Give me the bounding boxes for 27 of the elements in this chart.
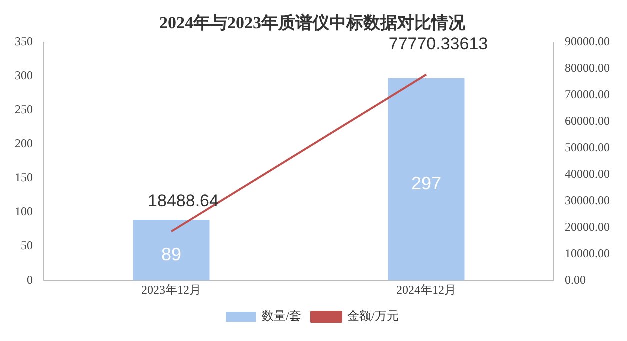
y2-tick-label: 90000.00 — [565, 34, 610, 49]
legend-label: 数量/套 — [262, 309, 302, 324]
y2-tick-label: 10000.00 — [565, 246, 610, 260]
data-label: 89 — [161, 244, 182, 264]
y2-tick-label: 0.00 — [565, 272, 586, 287]
y2-tick-label: 30000.00 — [565, 193, 610, 208]
y-tick-label: 200 — [15, 136, 33, 151]
x-tick-label: 2024年12月 — [396, 282, 456, 297]
y2-tick-label: 60000.00 — [565, 114, 610, 128]
y-tick-label: 100 — [15, 204, 33, 219]
data-label: 77770.33613 — [388, 34, 488, 54]
chart-title: 2024年与2023年质谱仪中标数据对比情况 — [160, 14, 466, 33]
x-tick-label: 2023年12月 — [142, 282, 202, 297]
y2-tick-label: 40000.00 — [565, 166, 610, 181]
y-tick-label: 350 — [15, 34, 33, 49]
legend-label: 金额/万元 — [348, 309, 399, 324]
y2-tick-label: 70000.00 — [565, 87, 610, 102]
data-label: 18488.64 — [148, 191, 219, 210]
data-label: 297 — [411, 174, 442, 194]
y2-tick-label: 20000.00 — [565, 220, 610, 234]
y-tick-label: 50 — [21, 238, 33, 253]
y-tick-label: 300 — [15, 68, 33, 83]
y2-tick-label: 80000.00 — [565, 61, 610, 76]
y-tick-label: 150 — [15, 170, 33, 185]
y-tick-label: 0 — [27, 272, 33, 287]
y2-tick-label: 50000.00 — [565, 140, 610, 154]
y-tick-label: 250 — [15, 102, 33, 117]
